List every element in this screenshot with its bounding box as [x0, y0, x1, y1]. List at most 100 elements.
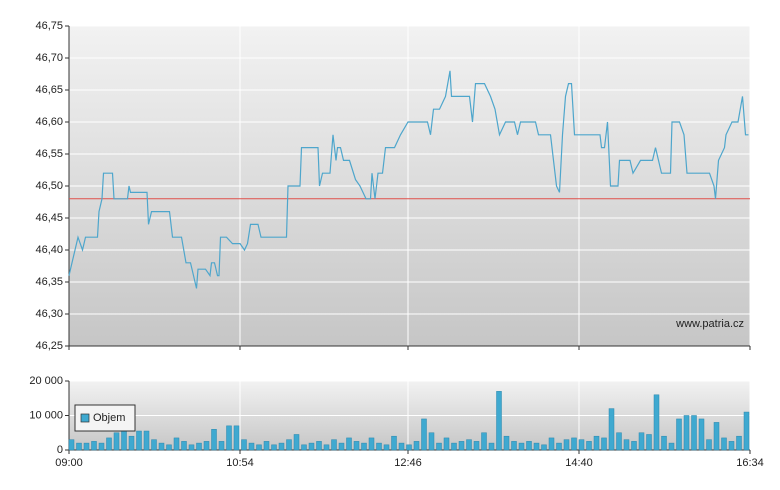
volume-bar: [196, 442, 202, 451]
volume-bar: [458, 441, 465, 451]
volume-bar: [376, 442, 382, 451]
y-tick-label: 46,65: [35, 84, 63, 96]
volume-bar: [586, 441, 592, 451]
volume-bar: [203, 441, 210, 451]
volume-bar: [188, 444, 195, 451]
x-tick-label: 09:00: [55, 457, 83, 469]
volume-bar: [308, 442, 315, 451]
y-tick-label: 0: [57, 444, 63, 456]
volume-bar: [616, 432, 622, 451]
volume-bar: [293, 434, 300, 451]
volume-bar: [661, 435, 667, 451]
y-tick-label: 46,40: [35, 244, 63, 256]
volume-bar: [316, 441, 322, 451]
volume-bar: [698, 418, 705, 451]
volume-bar: [106, 437, 112, 451]
volume-bar: [713, 422, 720, 451]
volume-bar: [301, 444, 307, 451]
volume-bar: [248, 442, 255, 451]
volume-bar: [623, 439, 630, 451]
volume-bar: [151, 439, 157, 451]
legend-label: Objem: [93, 412, 125, 424]
volume-bar: [98, 442, 105, 451]
volume-bar: [211, 429, 217, 451]
volume-bar: [451, 442, 457, 451]
volume-bar: [166, 444, 172, 451]
volume-bar: [743, 411, 750, 451]
volume-bar: [83, 442, 90, 451]
volume-bar: [383, 444, 390, 451]
volume-bar: [511, 441, 517, 451]
y-tick-label: 10 000: [29, 409, 63, 421]
volume-bar: [331, 439, 337, 451]
volume-bar: [496, 391, 502, 451]
volume-bar: [436, 442, 442, 451]
volume-bar: [578, 439, 585, 451]
legend-swatch: [80, 413, 90, 423]
x-tick-label: 14:40: [565, 457, 593, 469]
volume-bar: [473, 441, 480, 451]
volume-bar: [443, 437, 450, 451]
volume-bar: [271, 444, 277, 451]
volume-bar: [593, 435, 600, 451]
volume-bar: [346, 437, 352, 451]
volume-bar: [571, 437, 577, 451]
volume-bar: [76, 442, 82, 451]
y-tick-label: 46,25: [35, 340, 63, 352]
volume-bar: [68, 439, 75, 451]
volume-bar: [113, 432, 120, 451]
x-tick-label: 12:46: [394, 457, 422, 469]
volume-bar: [121, 430, 127, 451]
volume-bar: [421, 418, 427, 451]
volume-bar: [646, 434, 652, 451]
volume-bar: [691, 415, 697, 451]
volume-bar: [241, 439, 247, 451]
volume-bar: [683, 415, 690, 451]
y-tick-label: 46,70: [35, 52, 63, 64]
volume-bar: [526, 441, 532, 451]
volume-bar: [706, 439, 712, 451]
volume-bar: [263, 441, 270, 451]
x-tick-label: 10:54: [226, 457, 254, 469]
volume-bar: [721, 437, 727, 451]
volume-bar: [728, 441, 735, 451]
volume-bar: [638, 432, 645, 451]
volume-bar: [406, 444, 412, 451]
volume-bar: [361, 442, 367, 451]
y-tick-label: 46,75: [35, 20, 63, 32]
y-tick-label: 46,55: [35, 148, 63, 160]
volume-bar: [413, 441, 420, 451]
price-line: [68, 70, 749, 289]
y-tick-label: 46,50: [35, 180, 63, 192]
volume-bar: [503, 435, 510, 451]
volume-bar: [736, 435, 742, 451]
y-tick-label: 46,30: [35, 308, 63, 320]
volume-bar: [353, 441, 360, 451]
volume-bar: [601, 437, 607, 451]
volume-bar: [158, 442, 165, 451]
volume-bar: [173, 437, 180, 451]
volume-bar: [128, 435, 135, 451]
volume-bar: [556, 442, 562, 451]
volume-bar: [541, 444, 547, 451]
y-tick-label: 20 000: [29, 375, 63, 387]
volume-bar: [368, 437, 375, 451]
volume-bar: [398, 442, 405, 451]
volume-bar: [488, 442, 495, 451]
volume-bar: [91, 441, 97, 451]
volume-bar: [563, 439, 570, 451]
volume-bar: [338, 442, 345, 451]
volume-bar: [391, 435, 397, 451]
y-tick-label: 46,35: [35, 276, 63, 288]
volume-bar: [136, 430, 142, 451]
y-tick-label: 46,60: [35, 116, 63, 128]
volume-bar: [548, 437, 555, 451]
volume-bar: [653, 394, 660, 451]
volume-bar: [256, 444, 262, 451]
volume-bar: [631, 441, 637, 451]
volume-bar: [533, 442, 540, 451]
volume-bar: [668, 442, 675, 451]
volume-bar: [143, 430, 150, 451]
